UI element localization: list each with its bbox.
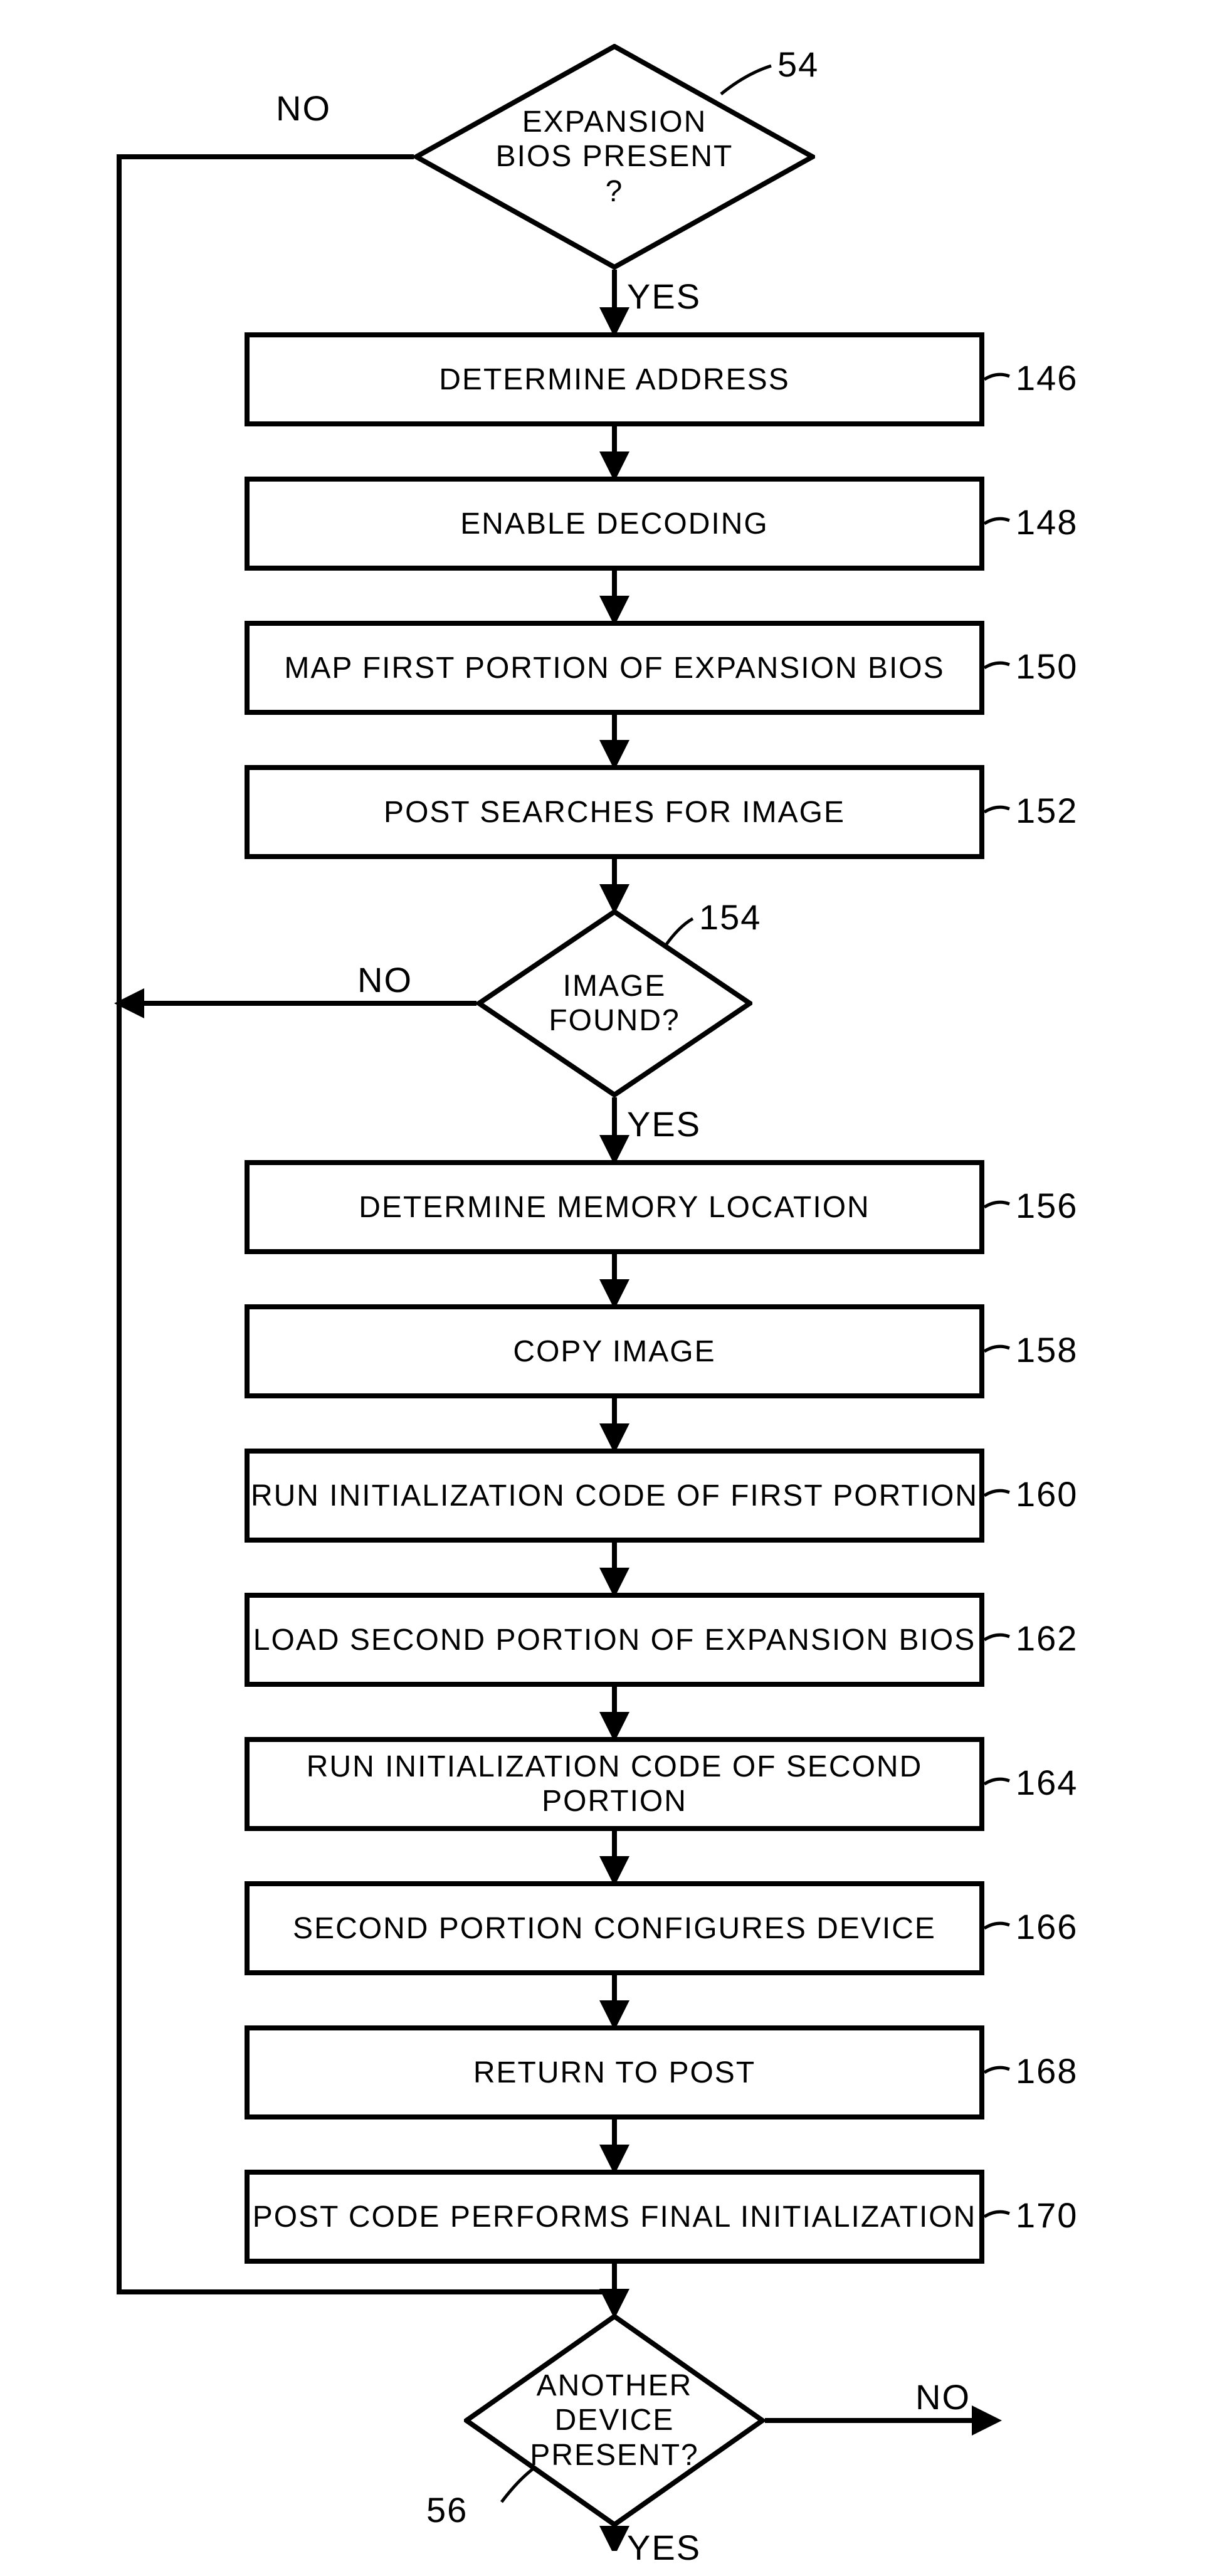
flow-box-b164: RUN INITIALIZATION CODE OF SECOND PORTIO…: [245, 1737, 984, 1831]
ref-label-d154: 154: [699, 897, 761, 937]
ref-label-d54: 54: [777, 44, 819, 85]
ref-label-b168: 168: [1016, 2051, 1078, 2091]
ref-label-b166: 166: [1016, 1906, 1078, 1947]
flow-box-b166: SECOND PORTION CONFIGURES DEVICE: [245, 1881, 984, 1975]
flow-box-b168: RETURN TO POST: [245, 2025, 984, 2119]
flow-box-label: SECOND PORTION CONFIGURES DEVICE: [293, 1911, 936, 1946]
flow-decision-label: ANOTHER DEVICE PRESENT?: [464, 2314, 765, 2527]
flow-box-label: RUN INITIALIZATION CODE OF FIRST PORTION: [251, 1479, 978, 1513]
flow-label-no: NO: [357, 959, 413, 1000]
flow-label-yes: YES: [627, 2527, 701, 2568]
flow-decision-label: EXPANSION BIOS PRESENT ?: [414, 44, 815, 270]
ref-label-b158: 158: [1016, 1329, 1078, 1370]
flow-box-b156: DETERMINE MEMORY LOCATION: [245, 1160, 984, 1254]
ref-label-b156: 156: [1016, 1185, 1078, 1226]
flow-box-b158: COPY IMAGE: [245, 1304, 984, 1398]
ref-label-b148: 148: [1016, 502, 1078, 542]
ref-label-b164: 164: [1016, 1762, 1078, 1803]
flow-box-label: COPY IMAGE: [513, 1334, 715, 1369]
flow-box-b152: POST SEARCHES FOR IMAGE: [245, 765, 984, 859]
flow-box-label: DETERMINE MEMORY LOCATION: [359, 1190, 870, 1225]
flow-label-yes: YES: [627, 1104, 701, 1144]
ref-label-d56: 56: [426, 2489, 468, 2530]
ref-label-b146: 146: [1016, 357, 1078, 398]
flow-decision-d56: ANOTHER DEVICE PRESENT?: [464, 2314, 765, 2527]
flow-box-label: POST CODE PERFORMS FINAL INITIALIZATION: [253, 2200, 977, 2234]
flow-box-label: DETERMINE ADDRESS: [439, 362, 789, 397]
ref-label-b152: 152: [1016, 790, 1078, 831]
flow-decision-d54: EXPANSION BIOS PRESENT ?: [414, 44, 815, 270]
ref-label-b160: 160: [1016, 1474, 1078, 1514]
flow-box-label: RUN INITIALIZATION CODE OF SECOND PORTIO…: [250, 1750, 979, 1819]
flow-box-b162: LOAD SECOND PORTION OF EXPANSION BIOS: [245, 1593, 984, 1687]
ref-label-b150: 150: [1016, 646, 1078, 687]
flow-box-b148: ENABLE DECODING: [245, 477, 984, 571]
flow-box-label: POST SEARCHES FOR IMAGE: [384, 795, 845, 830]
flow-box-label: LOAD SECOND PORTION OF EXPANSION BIOS: [253, 1623, 976, 1657]
flow-label-yes: YES: [627, 276, 701, 317]
flow-decision-label: IMAGE FOUND?: [476, 909, 752, 1097]
flow-box-label: RETURN TO POST: [473, 2056, 756, 2090]
flow-box-label: ENABLE DECODING: [460, 507, 768, 541]
flow-decision-d154: IMAGE FOUND?: [476, 909, 752, 1097]
flow-box-b160: RUN INITIALIZATION CODE OF FIRST PORTION: [245, 1449, 984, 1543]
flowchart-canvas: EXPANSION BIOS PRESENT ? DETERMINE ADDRES…: [25, 25, 1232, 2551]
flow-label-no: NO: [915, 2377, 971, 2417]
flow-box-b170: POST CODE PERFORMS FINAL INITIALIZATION: [245, 2170, 984, 2264]
flow-label-no: NO: [276, 88, 331, 129]
flow-box-b150: MAP FIRST PORTION OF EXPANSION BIOS: [245, 621, 984, 715]
ref-label-b162: 162: [1016, 1618, 1078, 1659]
ref-label-b170: 170: [1016, 2195, 1078, 2236]
flow-box-b146: DETERMINE ADDRESS: [245, 332, 984, 426]
flow-box-label: MAP FIRST PORTION OF EXPANSION BIOS: [284, 651, 944, 685]
